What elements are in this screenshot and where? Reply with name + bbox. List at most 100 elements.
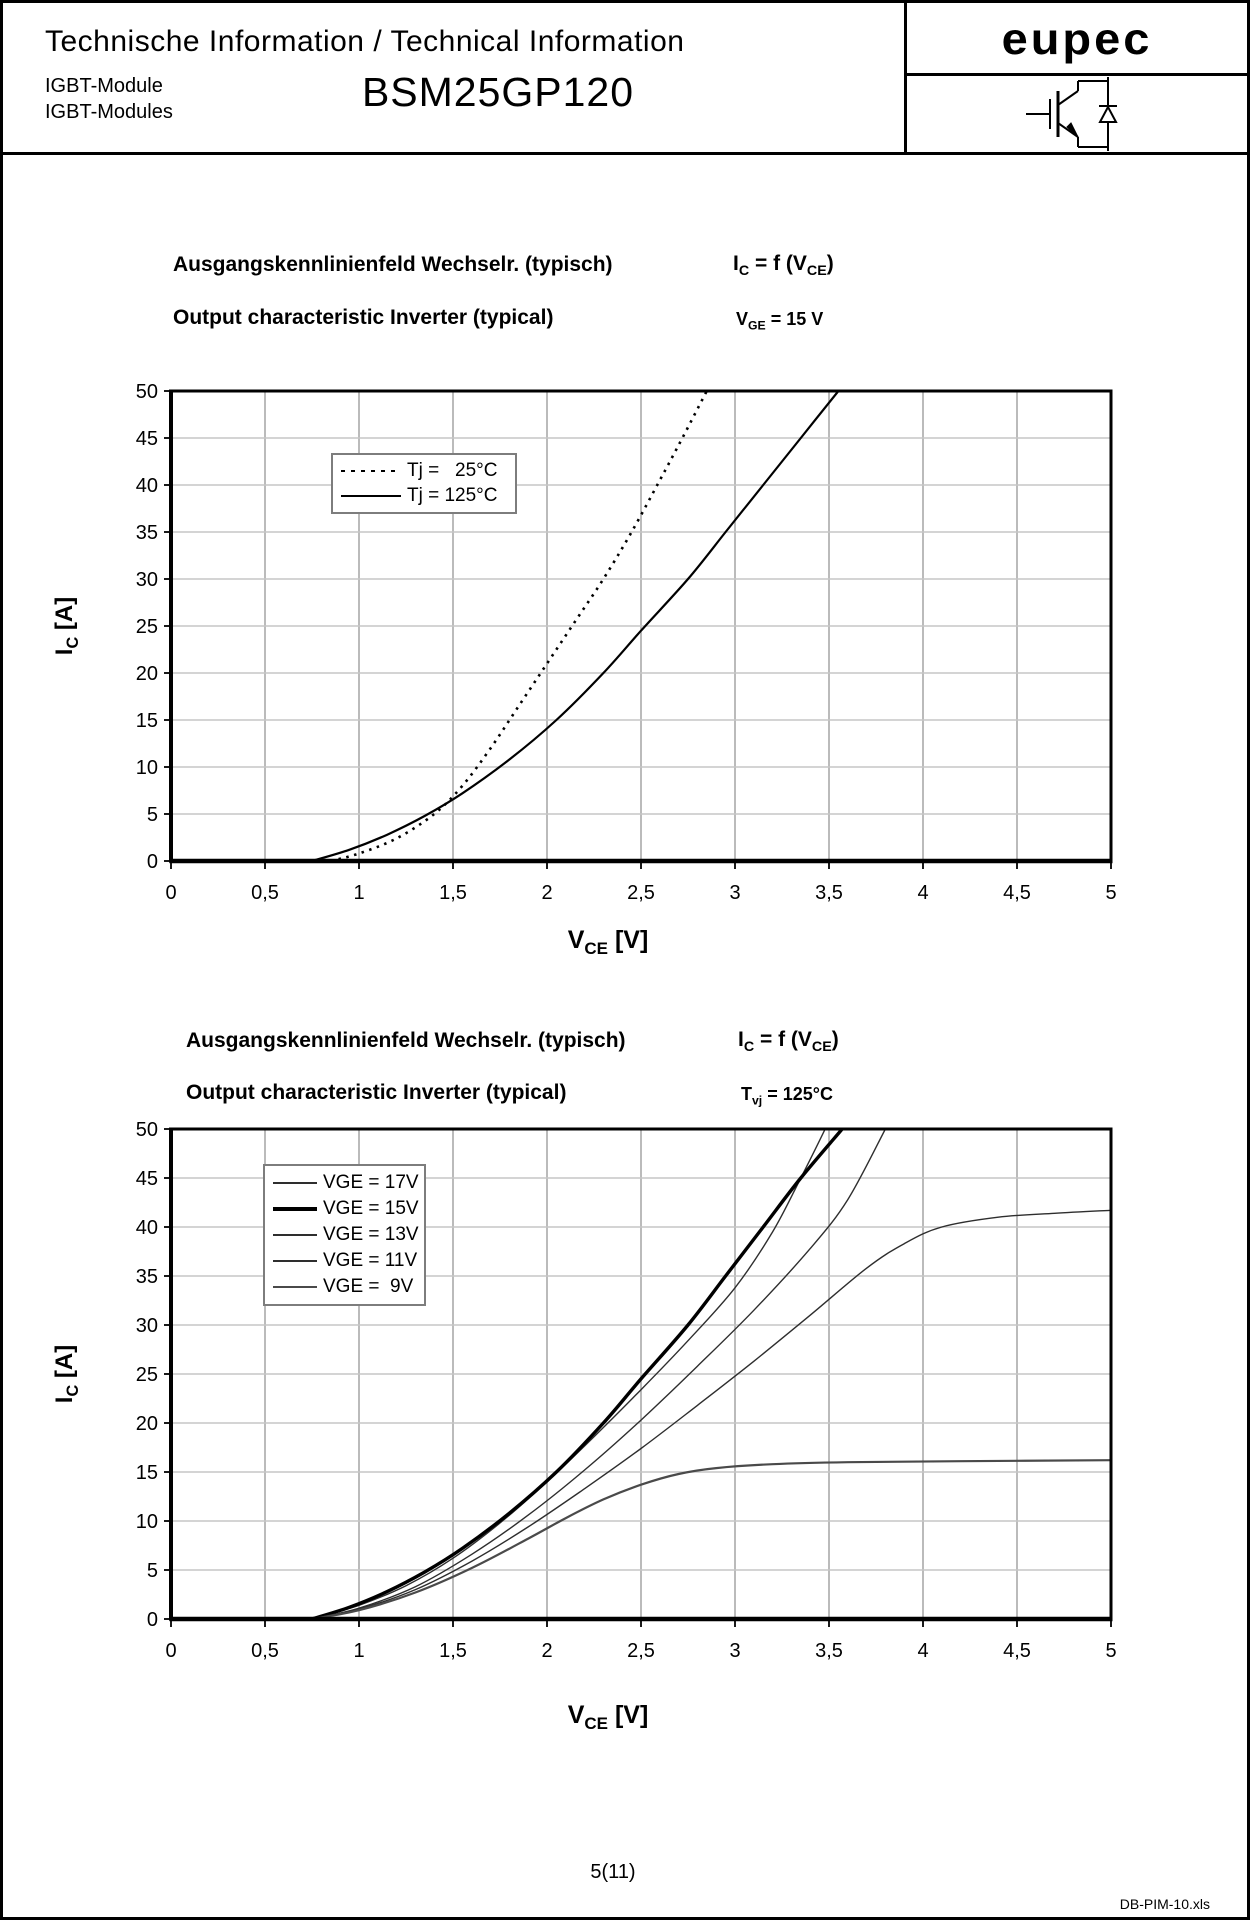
x-tick-label: 2,5 (627, 882, 655, 904)
chart2-x-axis-label: VCE [V] (567, 1701, 649, 1733)
y-tick-label: 40 (136, 1217, 158, 1239)
axis-ticks: 0 0,5 1 1,5 2 2,5 3 3,5 4 4,5 50510152025303540455… (136, 381, 1117, 904)
x-tick-label: 1 (353, 1640, 364, 1662)
y-tick-label: 20 (136, 663, 158, 685)
x-tick-label: 3 (729, 882, 740, 904)
chart2-formula: IC = f (VCE) (738, 1028, 839, 1056)
x-tick-label: 5 (1105, 882, 1116, 904)
y-tick-label: 25 (136, 616, 158, 638)
curve-vge-13v (311, 1129, 887, 1619)
solid-line-sample-icon (273, 1285, 317, 1289)
x-tick-label: 1,5 (439, 1640, 467, 1662)
x-tick-label: 1,5 (439, 882, 467, 904)
chart1-legend: Tj = 25°C Tj = 125°C (331, 453, 517, 514)
x-tick-label: 4,5 (1003, 882, 1031, 904)
legend-label: Tj = 25°C (407, 460, 498, 481)
series-curves (311, 391, 840, 861)
y-tick-label: 35 (136, 1266, 158, 1288)
y-tick-label: 45 (136, 1168, 158, 1190)
solid-line-sample-icon (273, 1260, 317, 1262)
chart2-legend: VGE = 17V VGE = 15V VGE = 13V VGE = 11V VGE … (263, 1164, 426, 1306)
solid-line-sample-icon (273, 1182, 317, 1184)
axis-ticks: 0 0,5 1 1,5 2 2,5 3 3,5 4 4,5 50510152025303540455… (136, 1119, 1117, 1662)
x-tick-label: 0,5 (251, 1640, 279, 1662)
chart1-condition: VGE = 15 V (736, 309, 824, 333)
x-tick-label: 3,5 (815, 1640, 843, 1662)
subtitle-german: IGBT-Module (45, 75, 163, 97)
chart1-title-german: Ausgangskennlinienfeld Wechselr. (typisc… (173, 253, 613, 276)
y-tick-label: 35 (136, 522, 158, 544)
legend-row: VGE = 17V (273, 1172, 419, 1194)
y-tick-label: 30 (136, 1315, 158, 1337)
legend-label: VGE = 17V (323, 1172, 419, 1193)
x-tick-label: 2,5 (627, 1640, 655, 1662)
x-tick-label: 2 (541, 882, 552, 904)
chart2-condition: Tvj = 125°C (741, 1084, 833, 1108)
y-tick-label: 25 (136, 1364, 158, 1386)
part-number: BSM25GP120 (361, 69, 635, 115)
legend-row: VGE = 11V (273, 1250, 418, 1272)
solid-line-sample-icon (273, 1207, 317, 1211)
chart2-y-axis-label: IC [A] (51, 1344, 82, 1404)
y-tick-label: 50 (136, 1119, 158, 1141)
y-tick-label: 15 (136, 1462, 158, 1484)
y-tick-label: 5 (147, 1560, 158, 1582)
legend-row: Tj = 125°C (341, 485, 507, 507)
symbol-cell (907, 76, 1247, 152)
chart2-plot: 0 0,5 1 1,5 2 2,5 3 3,5 4 4,5 50510152025303540455… (136, 1119, 1117, 1662)
curve-vge-15v (311, 1129, 844, 1619)
legend-label: VGE = 15V (323, 1198, 419, 1219)
legend-label: VGE = 11V (323, 1250, 418, 1271)
chart1-formula: IC = f (VCE) (733, 252, 834, 280)
x-tick-label: 3 (729, 1640, 740, 1662)
y-tick-label: 50 (136, 381, 158, 403)
y-tick-label: 15 (136, 710, 158, 732)
curve-vge-11v (311, 1209, 1111, 1619)
x-tick-label: 0 (165, 1640, 176, 1662)
chart2-title-english: Output characteristic Inverter (typical) (186, 1081, 567, 1104)
x-tick-label: 3,5 (815, 882, 843, 904)
legend-label: VGE = 9V (323, 1276, 414, 1297)
chart2-title-german: Ausgangskennlinienfeld Wechselr. (typisc… (186, 1029, 626, 1052)
legend-row: VGE = 13V (273, 1224, 419, 1246)
legend-label: Tj = 125°C (407, 485, 498, 506)
gridlines (171, 391, 1111, 861)
logo-cell: eupec (907, 3, 1247, 76)
y-tick-label: 0 (147, 851, 158, 873)
legend-row: VGE = 9V (273, 1276, 416, 1298)
curve-tj-125-c (311, 391, 840, 861)
header-title-block: Technische Information / Technical Infor… (3, 3, 907, 152)
series-curves (311, 1129, 1111, 1619)
x-tick-label: 4 (917, 1640, 928, 1662)
x-tick-label: 2 (541, 1640, 552, 1662)
curve-vge-9v (311, 1459, 1111, 1619)
chart1-title-english: Output characteristic Inverter (typical) (173, 306, 554, 329)
subtitle-english: IGBT-Modules (45, 101, 173, 123)
x-tick-label: 4 (917, 882, 928, 904)
legend-row: VGE = 15V (273, 1198, 419, 1220)
curve-tj-25-c (330, 391, 708, 861)
legend-label: VGE = 13V (323, 1224, 419, 1245)
y-tick-label: 0 (147, 1609, 158, 1631)
x-tick-label: 1 (353, 882, 364, 904)
y-tick-label: 45 (136, 428, 158, 450)
header-logo-block: eupec (907, 3, 1247, 152)
solid-line-sample-icon (273, 1234, 317, 1236)
x-tick-label: 0 (165, 882, 176, 904)
y-tick-label: 20 (136, 1413, 158, 1435)
y-tick-label: 40 (136, 475, 158, 497)
x-tick-label: 5 (1105, 1640, 1116, 1662)
page-number: 5(11) (590, 1861, 636, 1883)
document-title: Technische Information / Technical Infor… (45, 25, 685, 58)
chart1-x-axis-label: VCE [V] (567, 926, 649, 958)
y-tick-label: 10 (136, 757, 158, 779)
chart1-plot: 0 0,5 1 1,5 2 2,5 3 3,5 4 4,5 50510152025303540455… (136, 381, 1117, 904)
solid-line-sample-icon (341, 494, 401, 498)
x-tick-label: 0,5 (251, 882, 279, 904)
eupec-logo: eupec (1001, 12, 1153, 64)
curve-vge-17v (311, 1129, 826, 1619)
igbt-circuit-symbol-icon (1026, 77, 1118, 151)
x-tick-label: 4,5 (1003, 1640, 1031, 1662)
legend-row: Tj = 25°C (341, 460, 507, 482)
